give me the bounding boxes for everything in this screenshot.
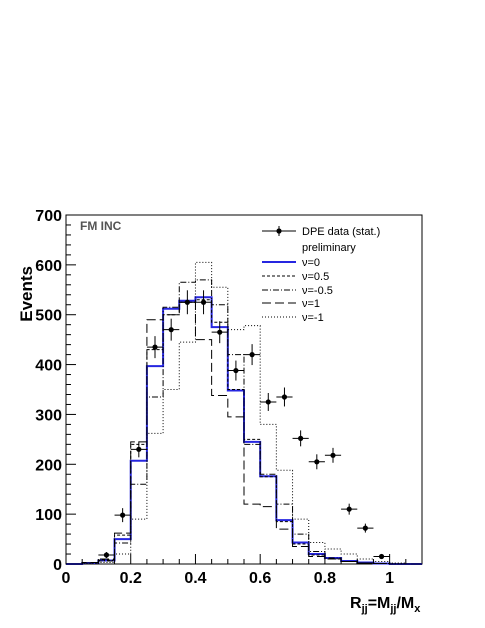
data-point-marker — [378, 553, 385, 560]
legend: DPE data (stat.) preliminary ν=0 ν=0.5 ν=-0.… — [262, 226, 380, 324]
y-tick-label: 500 — [35, 308, 62, 325]
data-point — [324, 447, 342, 463]
legend-entry-label: DPE data (stat.) — [302, 226, 380, 238]
y-tick-label: 200 — [35, 457, 62, 474]
data-point — [130, 441, 147, 458]
data-point — [163, 318, 180, 341]
data-point — [146, 336, 164, 359]
x-tick-label: 0.8 — [314, 570, 336, 587]
data-point — [244, 344, 261, 366]
y-tick-label: 700 — [35, 208, 62, 225]
data-point-marker — [103, 552, 110, 558]
data-point-marker — [168, 327, 174, 333]
x-tick-label: 1 — [385, 570, 394, 587]
data-point-marker — [330, 452, 336, 458]
data-point — [227, 360, 244, 381]
x-tick-label: 0.4 — [184, 570, 206, 587]
tag-label: FM INC — [80, 219, 122, 233]
y-tick-label: 0 — [53, 557, 62, 574]
x-axis-title: Rjj=Mjj/Mx — [350, 595, 421, 615]
data-point-marker — [120, 512, 126, 518]
x-title-sub1: jj — [361, 603, 368, 615]
y-axis-title: Events — [17, 266, 36, 322]
x-tick-label: 0.2 — [120, 570, 142, 587]
data-point-marker — [152, 344, 158, 350]
legend-entry-label: ν=0.5 — [302, 271, 329, 283]
data-point — [292, 430, 309, 447]
legend-entry-label: ν=-0.5 — [302, 285, 333, 297]
data-point-marker — [217, 329, 223, 335]
ticks-layer: 0 0.2 0.4 0.6 0.8 1 0 100 200 300 400 500 600 700 — [35, 208, 407, 587]
data-point — [211, 321, 228, 344]
x-title-sub2: jj — [389, 603, 396, 615]
data-point — [308, 454, 325, 470]
data-point-marker — [265, 399, 271, 405]
data-point — [260, 392, 277, 411]
series-layer — [66, 261, 422, 565]
data-point-marker — [281, 394, 288, 400]
x-title-sub3: x — [414, 603, 421, 615]
legend-entry-label: ν=0 — [302, 257, 320, 269]
x-tick-label: 0.6 — [249, 570, 271, 587]
data-point — [195, 290, 212, 315]
data-points-layer — [98, 290, 390, 560]
data-point-marker — [249, 352, 255, 358]
data-point-marker — [346, 506, 352, 512]
y-tick-label: 300 — [35, 407, 62, 424]
legend-note: preliminary — [302, 242, 356, 254]
data-point-marker — [298, 435, 304, 441]
y-tick-label: 400 — [35, 358, 62, 375]
x-title-eq: =M — [368, 595, 391, 612]
legend-entry-label: ν=1 — [302, 298, 320, 310]
x-tick-label: 0 — [62, 570, 71, 587]
data-point — [179, 290, 196, 315]
data-point — [98, 552, 115, 559]
y-tick-label: 100 — [35, 507, 62, 524]
data-point-marker — [200, 299, 207, 305]
data-point-marker — [314, 459, 320, 465]
data-point-marker — [184, 299, 190, 305]
y-tick-label: 600 — [35, 258, 62, 275]
legend-entry-label: ν=-1 — [302, 312, 324, 324]
data-point-marker — [362, 525, 368, 531]
data-point — [276, 387, 293, 407]
data-point — [341, 503, 358, 515]
data-point — [373, 553, 390, 560]
x-title-main: R — [350, 595, 362, 612]
data-point — [114, 508, 131, 523]
data-point — [357, 523, 374, 533]
data-point-marker — [136, 446, 142, 452]
x-title-slash: /M — [396, 595, 414, 612]
data-point-marker — [233, 367, 239, 374]
